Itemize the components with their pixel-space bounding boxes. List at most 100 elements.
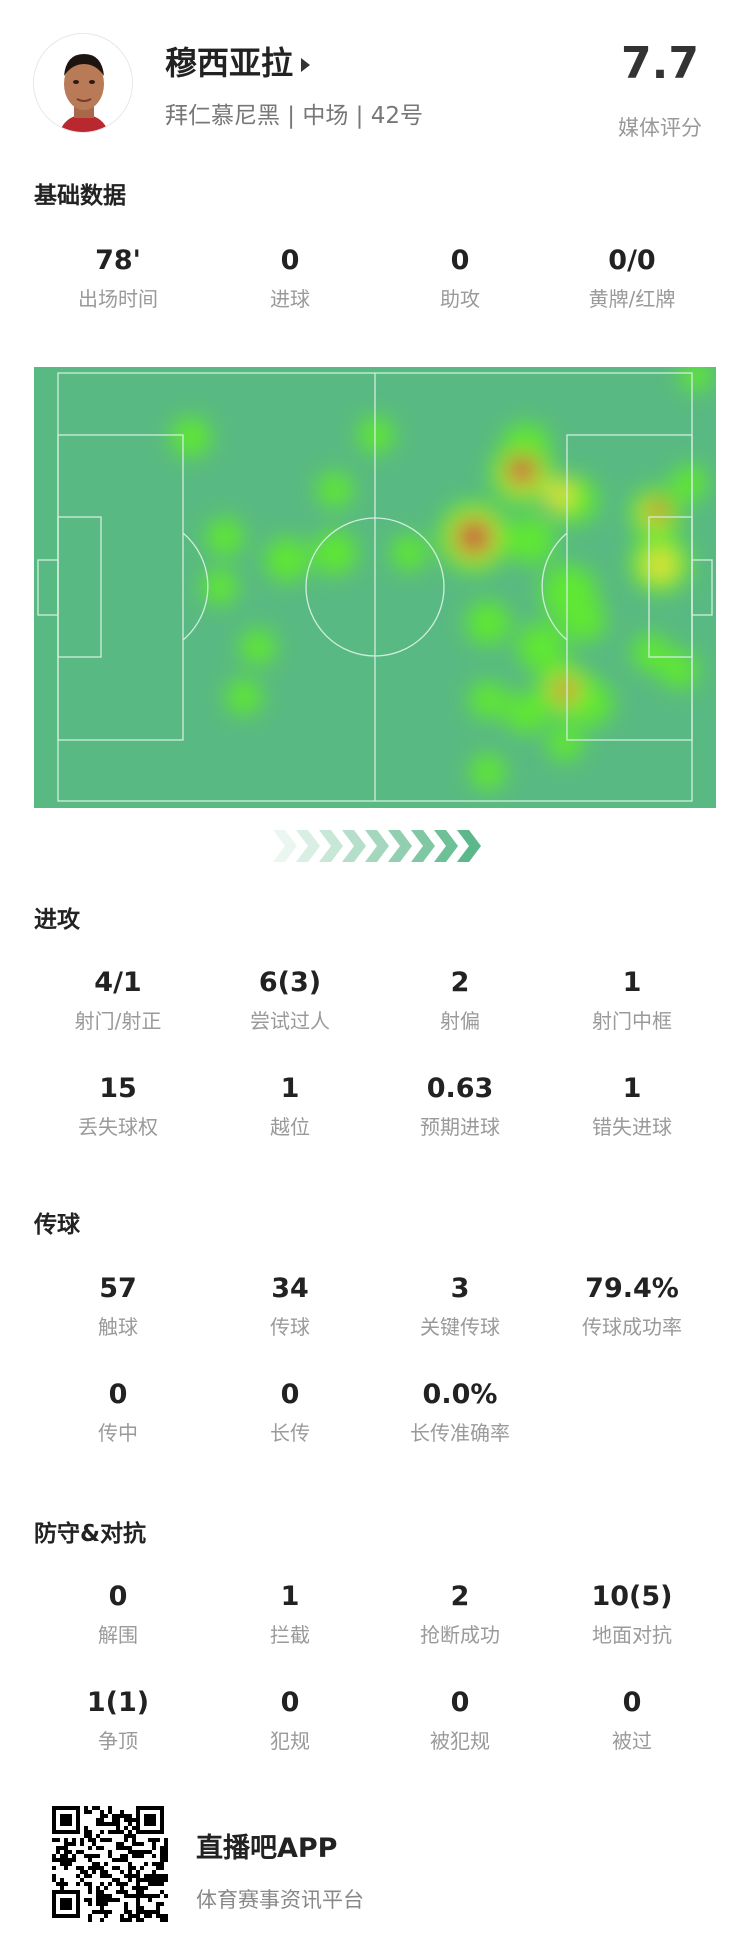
stat-label: 助攻 (440, 287, 480, 311)
app-brand: 直播吧APP (196, 1833, 338, 1864)
stat-basic: 0 助攻 (375, 244, 545, 314)
stat-basic: 0 进球 (205, 244, 375, 314)
stat-label: 射门中框 (592, 1009, 672, 1033)
media-rating: 7.7 (621, 38, 699, 89)
stat-passing: 0 传中 (33, 1378, 203, 1448)
heat-blob (317, 472, 353, 508)
stat-value: 0 (622, 1687, 642, 1718)
chevron-icon (365, 830, 389, 862)
stat-attack: 15 丢失球权 (33, 1072, 203, 1142)
stat-value: 1 (622, 1073, 642, 1104)
player-name-link[interactable]: 穆西亚拉 (165, 38, 311, 84)
stat-passing: 79.4% 传球成功率 (547, 1272, 717, 1342)
stat-label: 解围 (98, 1623, 138, 1647)
heat-blob (507, 455, 537, 485)
chevron-icon (342, 830, 366, 862)
heat-blob (391, 535, 427, 571)
stat-label: 传中 (98, 1421, 138, 1445)
stat-value: 79.4% (585, 1273, 679, 1304)
heat-blob (240, 629, 276, 665)
heat-blob (466, 601, 510, 645)
stat-label: 射门/射正 (74, 1009, 162, 1033)
stat-label: 触球 (98, 1315, 138, 1339)
stat-label: 地面对抗 (592, 1623, 672, 1647)
stat-value: 10(5) (591, 1581, 673, 1612)
heat-blob (507, 516, 555, 564)
stat-defense: 0 犯规 (205, 1686, 375, 1756)
heat-blob (562, 598, 606, 642)
stat-passing: 0 长传 (205, 1378, 375, 1448)
stat-passing: 3 关键传球 (375, 1272, 545, 1342)
stat-label: 拦截 (270, 1623, 310, 1647)
stat-value: 1 (622, 967, 642, 998)
chevron-icon (457, 830, 481, 862)
stat-defense: 1(1) 争顶 (33, 1686, 203, 1756)
section-title-basic: 基础数据 (34, 183, 126, 209)
stat-defense: 0 被犯规 (375, 1686, 545, 1756)
pitch-lines (37, 372, 713, 802)
stat-passing: 34 传球 (205, 1272, 375, 1342)
stat-value: 1(1) (86, 1687, 150, 1718)
heat-blob (671, 465, 707, 501)
section-title-passing: 传球 (34, 1212, 80, 1238)
heat-blob (313, 531, 357, 575)
stat-label: 犯规 (270, 1729, 310, 1753)
stat-label: 传球成功率 (582, 1315, 682, 1339)
heat-blob (202, 569, 238, 605)
stat-value: 0 (450, 1687, 470, 1718)
stat-value: 0.0% (422, 1379, 498, 1410)
heat-blob (171, 417, 211, 457)
stat-label: 出场时间 (78, 287, 158, 311)
media-rating-label: 媒体评分 (618, 116, 702, 140)
heat-blob (505, 692, 547, 734)
chevron-icon (411, 830, 435, 862)
stat-label: 错失进球 (592, 1115, 672, 1139)
stat-value: 0 (108, 1379, 128, 1410)
heatmap-pitch (34, 359, 716, 808)
stat-value: 0 (280, 245, 300, 276)
stat-label: 预期进球 (420, 1115, 500, 1139)
qr-code (52, 1806, 168, 1922)
stat-value: 78' (95, 245, 141, 276)
stat-value: 0/0 (608, 245, 656, 276)
stat-value: 3 (450, 1273, 470, 1304)
stat-defense: 0 被过 (547, 1686, 717, 1756)
stat-label: 进球 (270, 287, 310, 311)
stat-basic: 0/0 黄牌/红牌 (547, 244, 717, 314)
stat-label: 关键传球 (420, 1315, 500, 1339)
stat-passing: 57 触球 (33, 1272, 203, 1342)
stat-defense: 2 抢断成功 (375, 1580, 545, 1650)
stat-attack: 1 越位 (205, 1072, 375, 1142)
stat-attack: 1 射门中框 (547, 966, 717, 1036)
heat-blob (206, 518, 244, 556)
chevron-icon (319, 830, 343, 862)
stat-label: 被犯规 (430, 1729, 490, 1753)
heat-blob (547, 725, 583, 761)
heat-blob (517, 623, 565, 671)
stat-defense: 0 解围 (33, 1580, 203, 1650)
heat-blob (265, 538, 309, 582)
heat-blob (226, 679, 262, 715)
heat-blob (660, 651, 698, 689)
stat-value: 0 (450, 245, 470, 276)
player-name: 穆西亚拉 (165, 44, 294, 82)
player-team-position: 拜仁慕尼黑 | 中场 | 42号 (165, 103, 424, 129)
chevron-icon (273, 830, 297, 862)
heat-blob (680, 359, 712, 391)
heat-blob (642, 547, 678, 583)
heat-blob (544, 479, 576, 511)
stat-defense: 10(5) 地面对抗 (547, 1580, 717, 1650)
section-title-attack: 进攻 (34, 907, 80, 933)
stat-basic: 78' 出场时间 (33, 244, 203, 314)
stat-value: 0 (280, 1687, 300, 1718)
stat-passing: 0.0% 长传准确率 (375, 1378, 545, 1448)
chevron-icon (388, 830, 412, 862)
stat-label: 争顶 (98, 1729, 138, 1753)
stat-attack: 2 射偏 (375, 966, 545, 1036)
stat-value: 6(3) (258, 967, 322, 998)
stat-value: 15 (99, 1073, 137, 1104)
heat-blob (649, 500, 669, 520)
stat-label: 尝试过人 (250, 1009, 330, 1033)
stat-label: 传球 (270, 1315, 310, 1339)
chevron-icon (296, 830, 320, 862)
